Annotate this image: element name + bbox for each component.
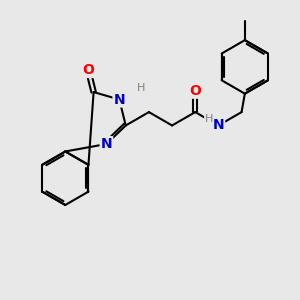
Text: H: H: [136, 83, 145, 93]
Text: O: O: [189, 84, 201, 98]
Text: N: N: [213, 118, 224, 133]
Text: H: H: [205, 114, 213, 124]
Text: N: N: [101, 137, 112, 151]
Text: N: N: [113, 92, 125, 106]
Text: O: O: [82, 63, 94, 77]
